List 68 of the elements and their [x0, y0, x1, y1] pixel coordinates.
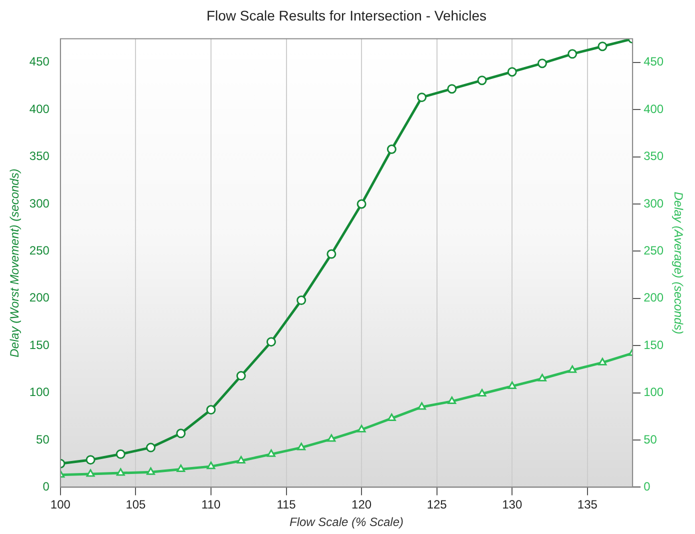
point — [86, 455, 96, 465]
y-tick-label: 450 — [29, 54, 50, 69]
y2-tick-label: 350 — [644, 149, 664, 164]
y2-tick-label: 0 — [644, 480, 651, 494]
point — [146, 467, 155, 475]
point — [418, 402, 426, 410]
point — [477, 76, 487, 86]
y2-tick-label: 150 — [644, 338, 664, 352]
y2-tick-label: 450 — [644, 54, 664, 69]
point — [206, 405, 216, 415]
x-tick-label: 115 — [276, 498, 296, 512]
point — [598, 42, 608, 52]
point — [146, 442, 156, 452]
y2-tick-label: 100 — [644, 385, 664, 400]
y2-tick-label: 250 — [644, 244, 664, 258]
x-tick-label: 105 — [126, 498, 146, 512]
point — [507, 67, 517, 77]
point — [386, 144, 396, 154]
y-tick-label: 200 — [29, 290, 50, 305]
y-tick-label: 50 — [36, 432, 50, 446]
y-tick-label: 100 — [29, 385, 50, 400]
y2-tick-label: 400 — [644, 102, 664, 116]
point — [356, 199, 366, 209]
x-tick-label: 135 — [577, 498, 598, 512]
y2-tick-label: 50 — [644, 432, 658, 446]
point — [236, 456, 246, 464]
point — [116, 449, 126, 459]
point — [116, 468, 125, 476]
point — [537, 58, 547, 68]
point — [176, 428, 186, 438]
point — [206, 462, 216, 470]
point — [508, 381, 516, 389]
point — [86, 469, 95, 477]
y-tick-label: 300 — [29, 196, 50, 210]
point — [538, 374, 546, 382]
x-tick-label: 120 — [352, 498, 372, 512]
y2-tick-label: 200 — [644, 290, 664, 305]
y-tick-label: 350 — [29, 149, 50, 164]
y-tick-label: 250 — [29, 244, 50, 258]
point — [236, 371, 246, 381]
point — [267, 449, 276, 457]
point — [266, 337, 276, 347]
point — [297, 442, 306, 450]
point — [478, 388, 486, 396]
point — [387, 414, 396, 422]
y2-tick-label: 300 — [644, 196, 664, 210]
point — [176, 464, 186, 472]
y-tick-label: 0 — [42, 480, 50, 494]
point — [357, 424, 366, 432]
point — [447, 84, 457, 94]
x-tick-label: 100 — [50, 498, 71, 512]
y-tick-label: 150 — [29, 338, 50, 352]
point — [296, 296, 306, 306]
y2-axis-title: Delay (Average) (seconds) — [671, 192, 686, 334]
point — [326, 249, 336, 259]
point — [568, 49, 578, 59]
point — [327, 434, 336, 442]
point — [448, 396, 456, 404]
x-tick-label: 125 — [426, 498, 448, 512]
y-axis-title: Delay (Worst Movement) (seconds) — [8, 168, 22, 358]
x-tick-label: 130 — [502, 498, 522, 512]
x-axis-title: Flow Scale (% Scale) — [289, 515, 404, 530]
point — [417, 92, 427, 102]
x-tick-label: 110 — [201, 498, 221, 512]
chart-title: Flow Scale Results for Intersection - Vehicles — [206, 7, 487, 24]
y-tick-label: 400 — [29, 102, 50, 116]
point — [598, 358, 607, 366]
point — [568, 365, 577, 373]
